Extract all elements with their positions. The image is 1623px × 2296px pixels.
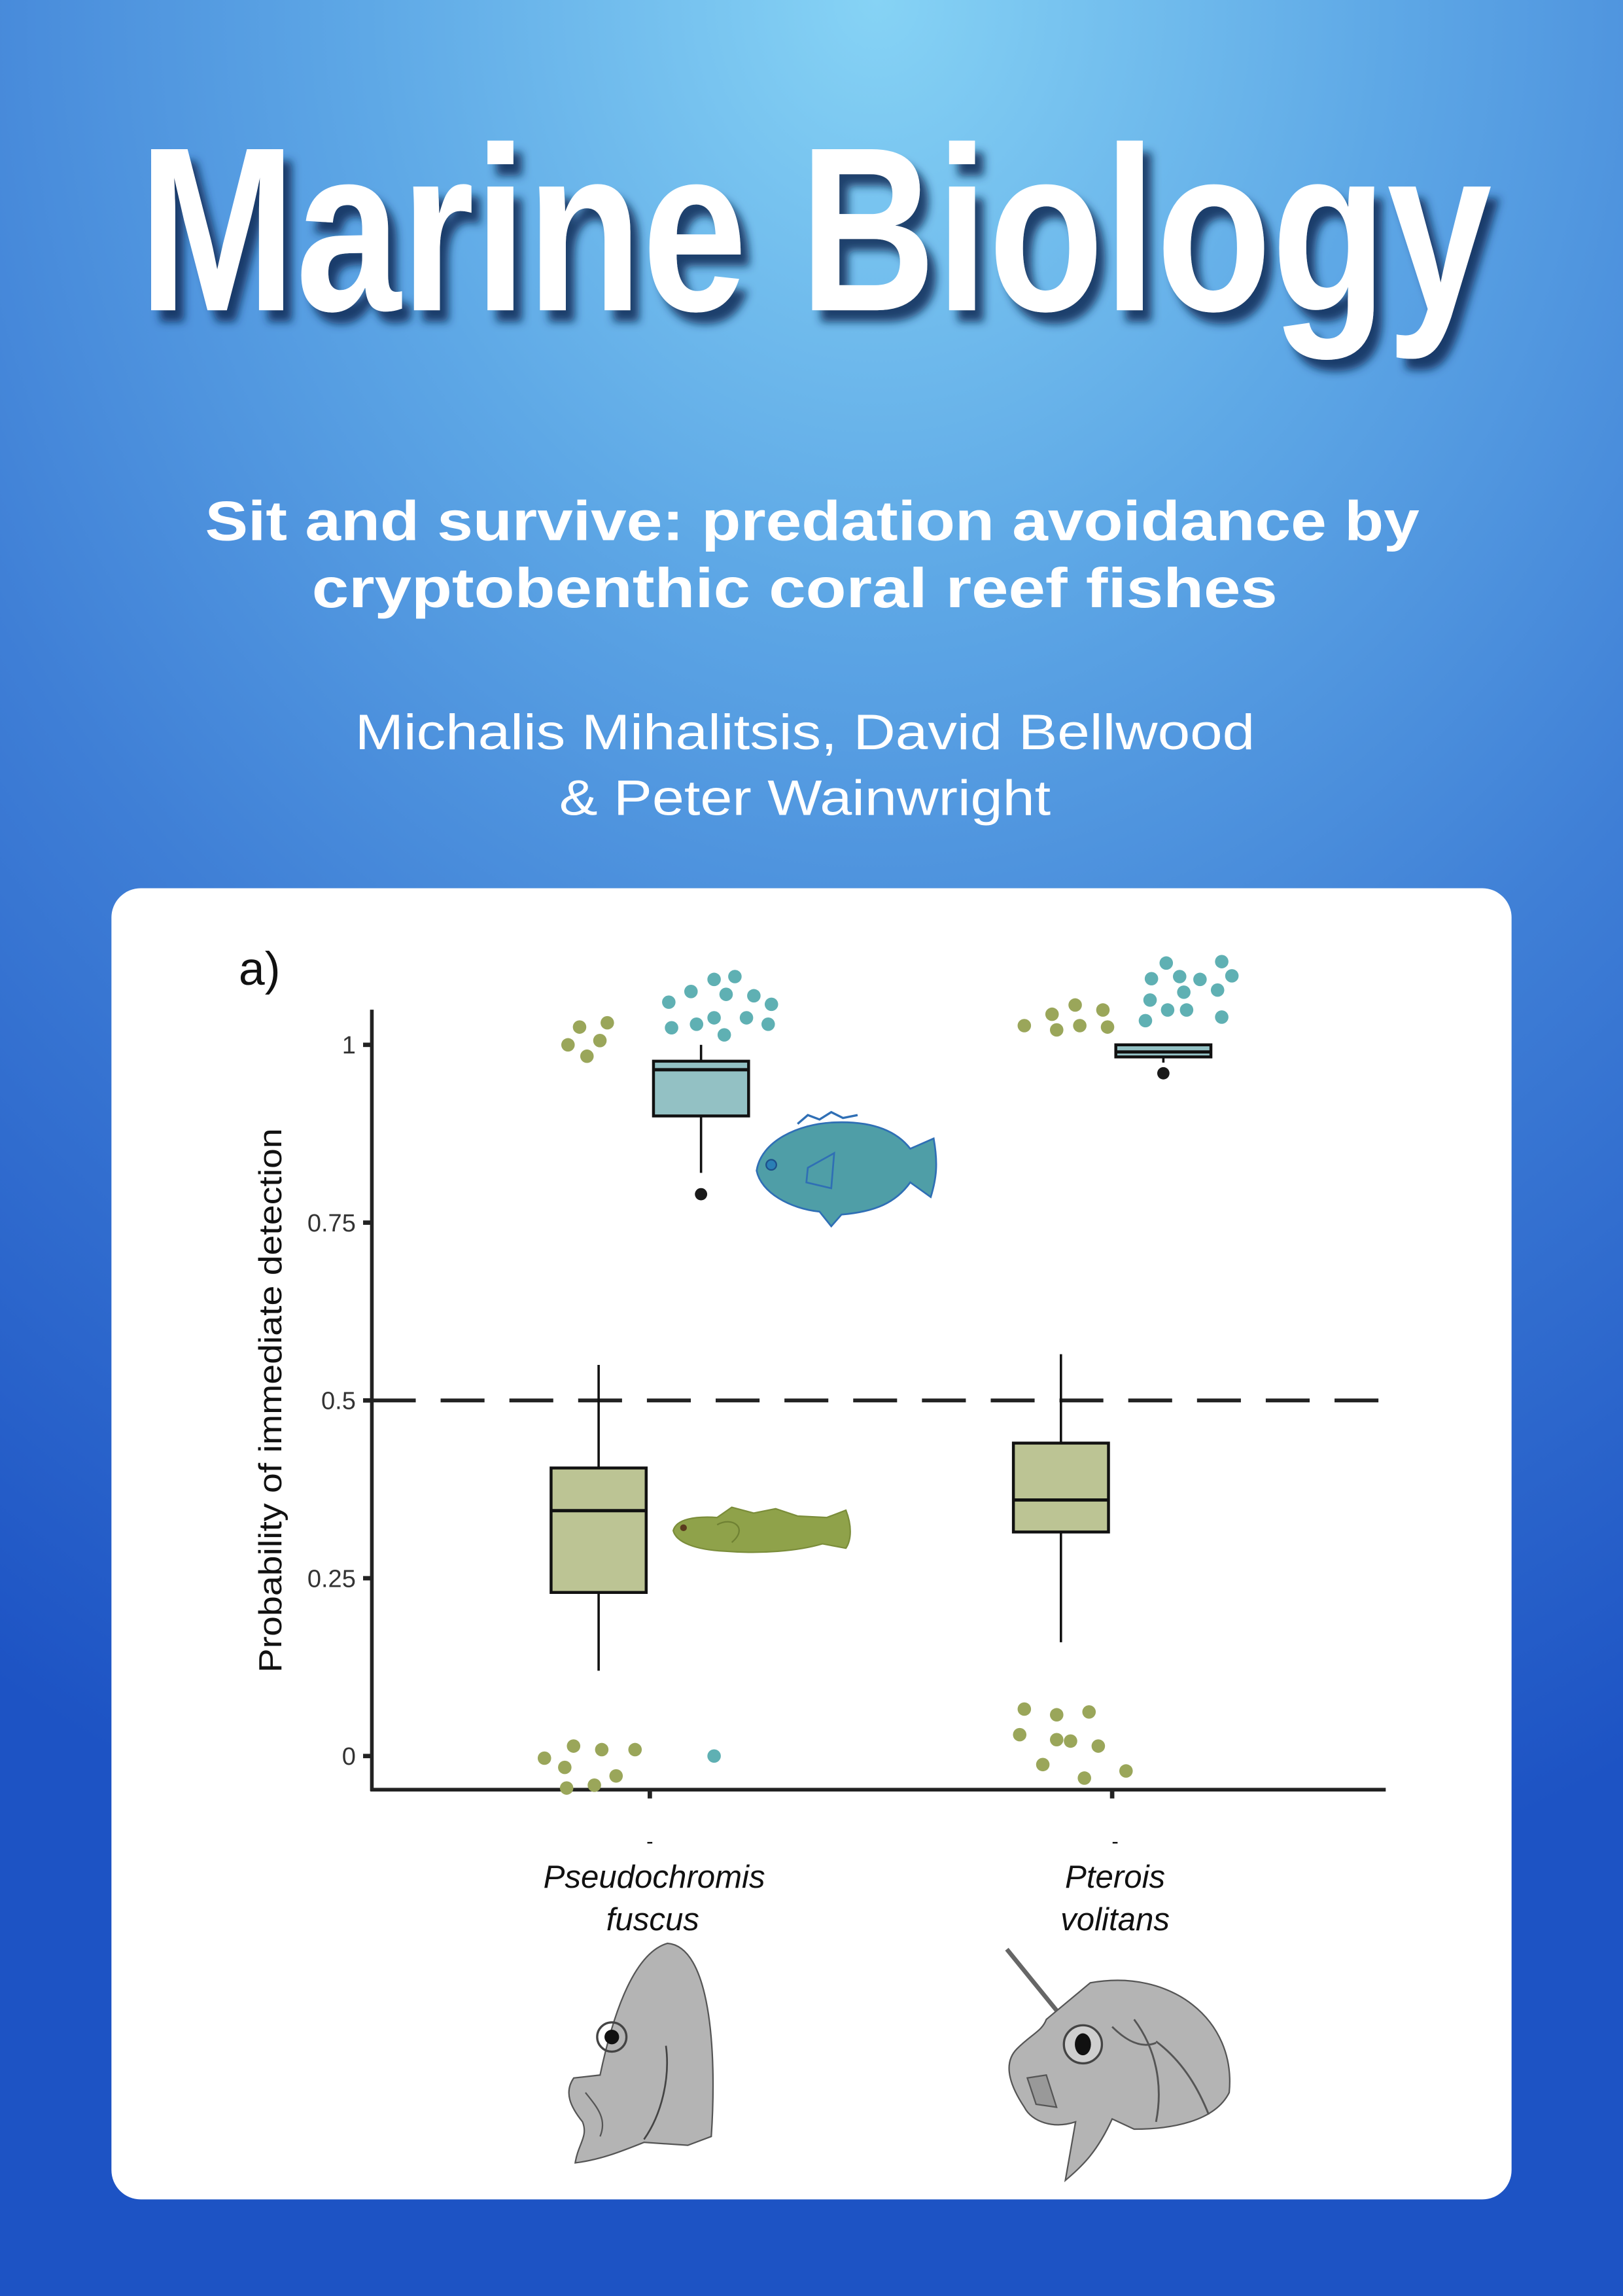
chart: a) Probability of immediate detection 0 0…	[239, 943, 1386, 2183]
green-data-point	[537, 1751, 551, 1765]
teal-data-point	[707, 1011, 721, 1025]
green-data-point	[595, 1742, 609, 1757]
y-tick-label: 0.5	[321, 1388, 356, 1415]
green-data-point	[561, 1038, 575, 1052]
teal-data-point	[707, 1749, 721, 1763]
green-data-point	[1013, 1727, 1027, 1742]
teal-data-point	[747, 989, 761, 1003]
x-category-labels: - Pseudochromis fuscus - Pterois volitan…	[544, 1830, 1170, 1937]
teal-data-point	[1215, 1010, 1229, 1024]
green-boxplot	[1011, 1354, 1110, 1642]
category-tickmark-2: -	[1111, 1830, 1118, 1853]
teal-data-point	[719, 987, 733, 1001]
green-data-point	[1068, 998, 1082, 1012]
teal-data-point	[1177, 985, 1191, 999]
green-data-point	[587, 1778, 601, 1792]
teal-data-point	[728, 970, 742, 983]
authors-line1: Michalis Mihalitsis, David Bellwood	[355, 705, 1255, 760]
teal-data-point	[1159, 956, 1174, 970]
teal-data-point	[684, 985, 698, 998]
y-tick-label: 0.25	[307, 1565, 356, 1593]
x-ticks	[648, 1790, 1115, 1799]
green-data-point	[1049, 1023, 1064, 1037]
green-data-point	[559, 1781, 574, 1795]
teal-data-point	[1215, 955, 1229, 968]
teal-data-point	[1161, 1003, 1175, 1017]
teal-data-point	[1143, 993, 1157, 1007]
teal-boxplot	[1114, 1043, 1213, 1080]
y-axis-label: Probability of immediate detection	[253, 1128, 288, 1672]
boxplots	[550, 1043, 1213, 1671]
green-data-point	[593, 1034, 607, 1048]
teal-data-point	[665, 1021, 678, 1035]
jitter-points	[537, 955, 1239, 1795]
pterois-head-drawing	[1005, 1947, 1230, 2183]
green-data-point	[1049, 1708, 1064, 1722]
green-data-point	[628, 1742, 642, 1757]
teal-data-point	[1138, 1014, 1153, 1028]
green-data-point	[1036, 1757, 1050, 1772]
green-data-point	[1091, 1739, 1106, 1753]
category-label-2-line2: volitans	[1060, 1901, 1170, 1937]
green-data-point	[1073, 1019, 1087, 1033]
teal-data-point	[689, 1017, 704, 1031]
pseudochromis-head-drawing	[568, 1942, 714, 2164]
green-data-point	[1017, 1702, 1032, 1716]
green-data-point	[567, 1739, 581, 1753]
teal-data-point	[717, 1028, 731, 1042]
green-data-point	[609, 1769, 623, 1783]
teal-data-point	[1193, 972, 1207, 987]
teal-data-point	[707, 972, 721, 987]
category-label-2-line1: Pterois	[1065, 1859, 1165, 1895]
green-data-point	[580, 1049, 594, 1063]
y-tick-label: 0.75	[307, 1210, 356, 1237]
outlier-point	[695, 1188, 708, 1201]
box-iqr	[1011, 1441, 1110, 1534]
y-tick-label: 1	[342, 1032, 356, 1059]
green-data-point	[1049, 1733, 1064, 1747]
green-data-point	[572, 1020, 587, 1034]
article-title-line2: cryptobenthic coral reef fishes	[312, 557, 1278, 620]
green-data-point	[1017, 1019, 1032, 1033]
green-data-point	[1045, 1007, 1059, 1021]
green-data-point	[1082, 1705, 1096, 1719]
green-data-point	[1096, 1003, 1110, 1017]
category-label-1-line2: fuscus	[606, 1901, 699, 1937]
green-data-point	[1077, 1771, 1091, 1785]
green-boxplot	[550, 1364, 648, 1671]
teal-data-point	[662, 995, 676, 1009]
green-data-point	[558, 1760, 572, 1775]
teal-data-point	[764, 997, 778, 1012]
teal-boxplot	[652, 1044, 750, 1201]
category-label-1-line1: Pseudochromis	[544, 1859, 765, 1895]
outlier-point	[1157, 1067, 1170, 1080]
green-data-point	[1100, 1020, 1115, 1034]
teal-data-point	[1144, 972, 1159, 986]
category-tickmark-1: -	[646, 1830, 653, 1853]
teal-data-point	[1172, 970, 1187, 983]
y-tick-label: 0	[342, 1743, 356, 1771]
teal-data-point	[761, 1017, 775, 1031]
article-title-line1: Sit and survive: predation avoidance by	[205, 490, 1419, 552]
teal-damselfish-icon	[756, 1110, 937, 1228]
teal-data-point	[1210, 983, 1225, 997]
journal-title: Marine Biology	[139, 98, 1493, 361]
teal-data-point	[1225, 969, 1239, 983]
authors-line2: & Peter Wainwright	[559, 771, 1051, 826]
panel-label: a)	[239, 943, 281, 995]
green-data-point	[1119, 1764, 1133, 1778]
green-data-point	[601, 1016, 614, 1030]
box-iqr	[550, 1466, 648, 1594]
teal-data-point	[1179, 1003, 1194, 1017]
teal-data-point	[739, 1011, 754, 1025]
green-goby-icon	[672, 1506, 851, 1553]
green-data-point	[1064, 1734, 1077, 1748]
